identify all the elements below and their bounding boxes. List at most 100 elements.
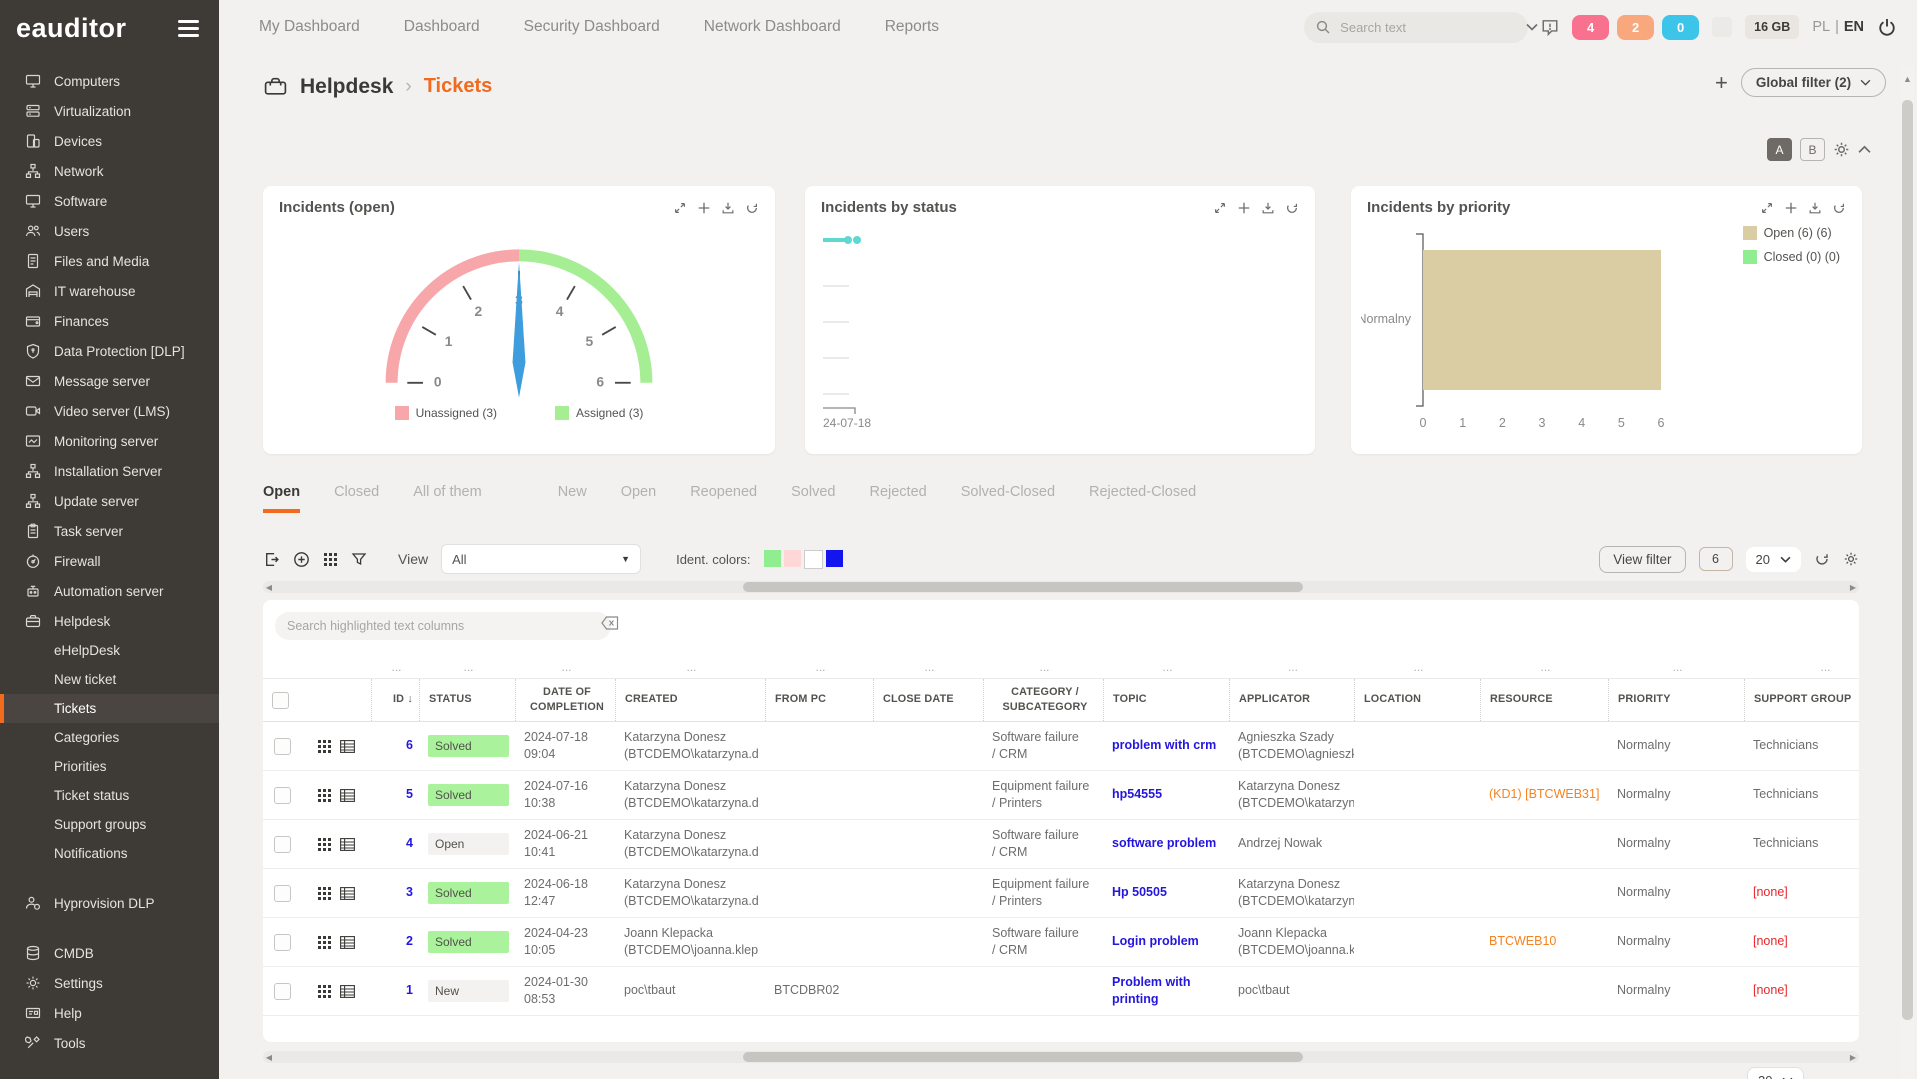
refresh-icon[interactable] <box>1285 201 1299 215</box>
column-header-col0[interactable] <box>263 679 299 721</box>
column-filter[interactable]: ... <box>1480 656 1608 678</box>
view-filter-button[interactable]: View filter <box>1599 546 1685 573</box>
tab-open[interactable]: Open <box>263 484 300 513</box>
sidebar-subitem-ehelpdesk[interactable]: eHelpDesk <box>0 636 219 665</box>
column-filter[interactable]: ... <box>1229 656 1354 678</box>
row-details-table-icon[interactable] <box>340 740 355 753</box>
sidebar-item-firewall[interactable]: Firewall <box>0 546 219 576</box>
horizontal-scrollbar-top[interactable]: ◀ ▶ <box>263 581 1859 593</box>
topic-link[interactable]: Hp 50505 <box>1112 884 1223 902</box>
tab-all-of-them[interactable]: All of them <box>413 484 482 509</box>
row-checkbox[interactable] <box>274 787 291 804</box>
row-details-table-icon[interactable] <box>340 838 355 851</box>
column-header-col1[interactable] <box>299 679 371 721</box>
tab-status-open[interactable]: Open <box>621 484 656 509</box>
select-all-checkbox[interactable] <box>272 692 289 709</box>
sidebar-item-data-protection-dlp[interactable]: Data Protection [DLP] <box>0 336 219 366</box>
sidebar-item-update-server[interactable]: Update server <box>0 486 219 516</box>
column-header-created[interactable]: CREATED <box>615 679 765 721</box>
topic-link[interactable]: problem with crm <box>1112 737 1223 755</box>
ticket-id-link[interactable]: 4 <box>406 835 413 853</box>
column-filter[interactable]: ... <box>765 656 873 678</box>
row-actions-grid-icon[interactable] <box>318 789 331 802</box>
sidebar-item-network[interactable]: Network <box>0 156 219 186</box>
search-input[interactable] <box>1338 19 1518 36</box>
sidebar-item-users[interactable]: Users <box>0 216 219 246</box>
table-row-ticket-3[interactable]: 3Solved2024-06-1812:47Katarzyna Donesz(B… <box>263 869 1859 918</box>
dashboard-settings-gear-icon[interactable] <box>1833 141 1850 158</box>
column-header-close-date[interactable]: CLOSE DATE <box>873 679 983 721</box>
expand-icon[interactable] <box>1760 201 1774 215</box>
column-filter[interactable]: ... <box>371 656 419 678</box>
expand-icon[interactable] <box>673 201 687 215</box>
sidebar-item-finances[interactable]: Finances <box>0 306 219 336</box>
row-actions-grid-icon[interactable] <box>318 740 331 753</box>
column-header-location[interactable]: LOCATION <box>1354 679 1480 721</box>
refresh-icon[interactable] <box>1814 551 1830 567</box>
expand-icon[interactable] <box>1213 201 1227 215</box>
sidebar-item-cmdb[interactable]: CMDB <box>0 938 219 968</box>
nav-link-dashboard[interactable]: Dashboard <box>404 18 480 36</box>
download-icon[interactable] <box>1808 201 1822 215</box>
notification-comment-icon[interactable] <box>1541 18 1559 36</box>
refresh-icon[interactable] <box>745 201 759 215</box>
row-actions-grid-icon[interactable] <box>318 838 331 851</box>
ident-color-swatch-3[interactable] <box>804 550 823 569</box>
breadcrumb-section[interactable]: Helpdesk <box>300 75 393 99</box>
alerts-info-badge[interactable]: 0 <box>1662 15 1699 40</box>
sidebar-item-automation-server[interactable]: Automation server <box>0 576 219 606</box>
tab-status-rejected[interactable]: Rejected <box>869 484 926 509</box>
column-filter[interactable]: ... <box>1354 656 1480 678</box>
add-widget-icon[interactable]: + <box>1715 72 1728 94</box>
page-size-select[interactable]: 20 <box>1746 547 1801 572</box>
sidebar-item-it-warehouse[interactable]: IT warehouse <box>0 276 219 306</box>
column-filter[interactable]: ... <box>873 656 983 678</box>
sidebar-item-computers[interactable]: Computers <box>0 66 219 96</box>
power-icon[interactable] <box>1877 17 1897 37</box>
sidebar-item-devices[interactable]: Devices <box>0 126 219 156</box>
sidebar-item-files-and-media[interactable]: Files and Media <box>0 246 219 276</box>
table-row-ticket-1[interactable]: 1New2024-01-3008:53poc\tbautBTCDBR02Prob… <box>263 967 1859 1016</box>
topic-link[interactable]: software problem <box>1112 835 1223 853</box>
column-header-support-group[interactable]: SUPPORT GROUP <box>1744 679 1859 721</box>
column-header-id[interactable]: ID ↓ <box>371 679 419 721</box>
sidebar-item-video-server-lms[interactable]: Video server (LMS) <box>0 396 219 426</box>
row-checkbox[interactable] <box>274 983 291 1000</box>
nav-link-security-dashboard[interactable]: Security Dashboard <box>524 18 660 36</box>
grid-columns-icon[interactable] <box>323 552 338 567</box>
row-actions-grid-icon[interactable] <box>318 887 331 900</box>
row-details-table-icon[interactable] <box>340 789 355 802</box>
sidebar-item-software[interactable]: Software <box>0 186 219 216</box>
column-filter[interactable] <box>299 656 371 678</box>
export-icon[interactable] <box>263 551 280 568</box>
table-search[interactable] <box>275 612 611 640</box>
scroll-left-icon[interactable]: ◀ <box>263 581 275 593</box>
ident-color-swatch-1[interactable] <box>764 550 781 567</box>
add-icon[interactable] <box>697 201 711 215</box>
row-actions-grid-icon[interactable] <box>318 936 331 949</box>
row-details-table-icon[interactable] <box>340 936 355 949</box>
ident-color-swatch-4[interactable] <box>826 550 843 567</box>
chevron-down-icon[interactable] <box>1526 23 1538 31</box>
global-filter-button[interactable]: Global filter (2) <box>1741 68 1886 97</box>
row-details-table-icon[interactable] <box>340 985 355 998</box>
row-checkbox[interactable] <box>274 885 291 902</box>
column-header-category-subcategory[interactable]: CATEGORY / SUBCATEGORY <box>983 679 1103 721</box>
topic-link[interactable]: Login problem <box>1112 933 1223 951</box>
column-header-status[interactable]: STATUS <box>419 679 515 721</box>
resource-link[interactable]: BTCWEB10 <box>1489 933 1602 951</box>
add-icon[interactable] <box>1784 201 1798 215</box>
scroll-right-icon[interactable]: ▶ <box>1847 1051 1859 1063</box>
download-icon[interactable] <box>721 201 735 215</box>
nav-link-my-dashboard[interactable]: My Dashboard <box>259 18 360 36</box>
tab-closed[interactable]: Closed <box>334 484 379 509</box>
view-select[interactable]: All ▼ <box>441 544 641 574</box>
column-header-resource[interactable]: RESOURCE <box>1480 679 1608 721</box>
sidebar-item-settings[interactable]: Settings <box>0 968 219 998</box>
view-a-button[interactable]: A <box>1767 138 1792 161</box>
nav-link-network-dashboard[interactable]: Network Dashboard <box>704 18 841 36</box>
sidebar-item-helpdesk[interactable]: Helpdesk <box>0 606 219 636</box>
column-filter[interactable]: ... <box>515 656 615 678</box>
filter-funnel-icon[interactable] <box>351 551 367 567</box>
tab-status-new[interactable]: New <box>558 484 587 509</box>
